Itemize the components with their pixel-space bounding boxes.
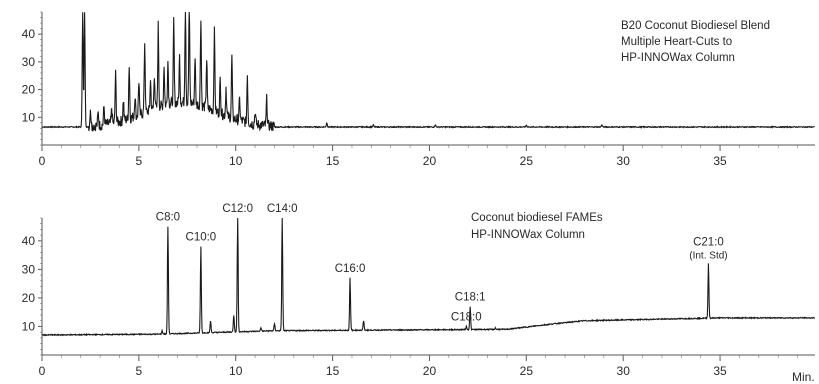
- peak-label: C10:0: [186, 232, 217, 244]
- x-tick-label: 15: [326, 154, 340, 168]
- peak-label: C21:0: [693, 237, 724, 249]
- x-tick-label: 0: [39, 154, 46, 168]
- x-tick-label: 15: [326, 364, 340, 378]
- x-tick-label: 20: [423, 154, 437, 168]
- y-tick-label: 10: [22, 319, 36, 333]
- annotation-line-3: HP-INNOWax Column: [621, 52, 735, 64]
- peak-sublabel: (Int. Std): [689, 251, 727, 262]
- chromatogram-panel-top: 10 20 30 40 0 5 10 15 20 25 30 35 B20 Coconut Biod…: [22, 11, 815, 168]
- x-axis-ticks: 0 5 10 15 20 25 30 35: [39, 355, 798, 378]
- annotation-line-1: B20 Coconut Biodiesel Blend: [621, 20, 770, 32]
- chromatogram-panel-bottom: 10 20 30 40 0 5 10 15 20 25 30 35 C8:0 C10:0 C12:0 C1…: [22, 203, 816, 384]
- y-tick-label: 10: [22, 110, 36, 124]
- peak-label: C18:0: [451, 311, 482, 323]
- peak-labels: C8:0 C10:0 C12:0 C14:0 C16:0 C18:0 C18:1 C21:0 (…: [156, 203, 728, 323]
- annotation-line-2: Multiple Heart-Cuts to: [621, 36, 732, 48]
- chromatogram-trace: [41, 11, 815, 132]
- peak-label: C12:0: [222, 203, 253, 215]
- chromatogram-trace: [41, 217, 816, 337]
- annotation-line-2: HP-INNOWax Column: [471, 229, 585, 241]
- y-tick-label: 20: [22, 83, 36, 97]
- peak-label: C14:0: [267, 203, 298, 215]
- x-axis-ticks: 0 5 10 15 20 25 30 35: [39, 145, 798, 168]
- y-tick-label: 40: [22, 27, 36, 41]
- x-tick-label: 10: [229, 154, 243, 168]
- y-tick-label: 40: [22, 234, 36, 248]
- peak-label: C16:0: [335, 263, 366, 275]
- x-tick-label: 20: [423, 364, 437, 378]
- peak-label: C18:1: [455, 291, 486, 303]
- y-axis-ticks: 10 20 30 40: [22, 217, 42, 356]
- y-tick-label: 30: [22, 55, 36, 69]
- x-tick-label: 10: [229, 364, 243, 378]
- x-tick-label: 35: [713, 154, 727, 168]
- y-axis-ticks: 10 20 30 40: [22, 11, 42, 146]
- x-tick-label: 25: [520, 364, 534, 378]
- peak-label: C8:0: [156, 212, 180, 224]
- x-tick-label: 35: [713, 364, 727, 378]
- annotation-line-1: Coconut biodiesel FAMEs: [471, 212, 603, 224]
- y-tick-label: 20: [22, 291, 36, 305]
- x-tick-label: 30: [617, 364, 631, 378]
- x-tick-label: 5: [136, 364, 143, 378]
- y-tick-label: 30: [22, 262, 36, 276]
- x-tick-label: 5: [136, 154, 143, 168]
- x-tick-label: 0: [39, 364, 46, 378]
- x-tick-label: 25: [520, 154, 534, 168]
- x-axis-unit-label: Min.: [792, 370, 815, 384]
- x-tick-label: 30: [617, 154, 631, 168]
